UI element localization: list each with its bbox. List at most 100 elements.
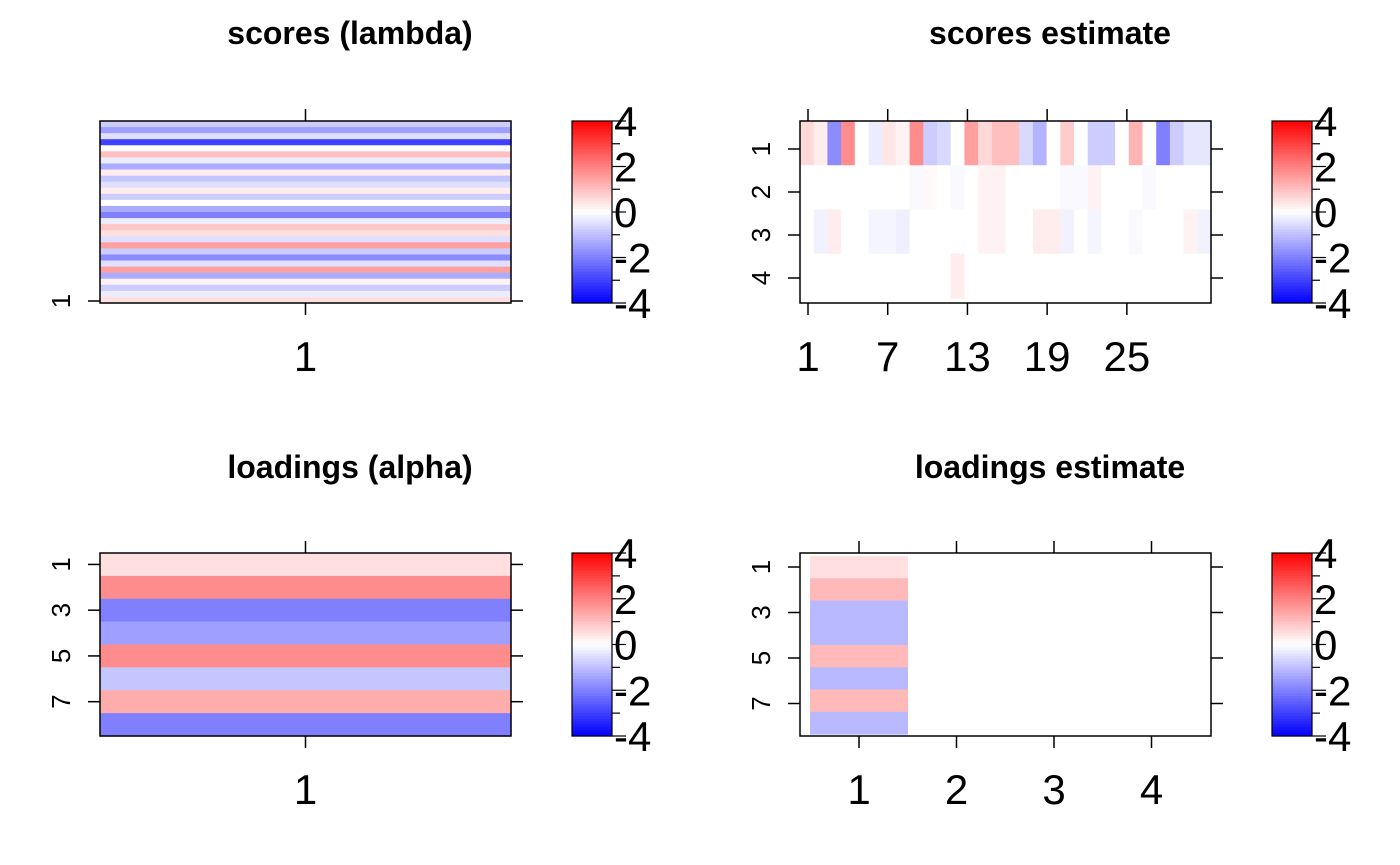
colorbar-tick-label: 0	[1314, 622, 1337, 669]
colorbar-band	[572, 123, 612, 128]
colorbar-band	[572, 607, 612, 611]
colorbar-band	[1272, 271, 1312, 276]
heatmap-cell	[1156, 121, 1171, 166]
colorbar-band	[1272, 561, 1312, 566]
colorbar-band	[572, 285, 612, 290]
colorbar-band	[1272, 206, 1312, 210]
heatmap-cell	[100, 242, 512, 249]
colorbar-band	[1272, 615, 1312, 620]
colorbar-band	[1272, 718, 1312, 723]
colorbar-band	[572, 567, 612, 571]
colorbar-band	[572, 234, 612, 239]
colorbar-band	[1272, 132, 1312, 136]
heatmap-cell	[909, 165, 924, 211]
colorbar-band	[572, 240, 612, 244]
heatmap-cell	[100, 151, 512, 158]
heatmap-cell	[800, 121, 815, 166]
heatmap-cell	[827, 209, 842, 255]
colorbar-band	[1272, 248, 1312, 253]
colorbar-band	[1272, 661, 1312, 666]
heatmap-cell	[100, 575, 512, 600]
heatmap-cell	[1128, 209, 1144, 255]
heatmap-cell	[909, 121, 924, 166]
colorbar-band	[1272, 163, 1312, 168]
colorbar-band	[1272, 155, 1312, 159]
colorbar-band	[572, 146, 612, 151]
colorbar-band	[1272, 214, 1312, 219]
colorbar-band	[1272, 146, 1312, 151]
colorbar-band	[572, 149, 612, 153]
colorbar-band	[1272, 581, 1312, 586]
heatmap-cell	[100, 187, 512, 195]
colorbar-tick-label: -2	[1314, 235, 1351, 282]
heatmap-cell	[1046, 121, 1061, 166]
heatmap-cell	[1087, 165, 1102, 211]
heatmap-cell	[100, 598, 512, 623]
colorbar-band	[572, 140, 612, 145]
colorbar-band	[572, 641, 612, 646]
heatmap-cell	[100, 218, 512, 225]
heatmap-cell	[1128, 253, 1144, 299]
colorbar-band	[572, 274, 612, 278]
colorbar-band	[1272, 667, 1312, 671]
colorbar-tick-label: 4	[614, 530, 637, 577]
y-tick-label: 2	[746, 185, 776, 199]
panel-loadings-alpha: loadings (alpha) 1 1 3 5 7 420-2-4	[46, 449, 651, 813]
colorbar-band	[572, 633, 612, 637]
colorbar-band	[1272, 573, 1312, 577]
colorbar-tick-label: 4	[1314, 530, 1337, 577]
heatmap-cell	[882, 165, 897, 211]
x-tick-label: 19	[1024, 333, 1071, 380]
x-tick-label: 4	[1140, 766, 1163, 813]
heatmap-cell	[100, 248, 512, 256]
colorbar-band	[1272, 268, 1312, 273]
heatmap-cell	[1142, 121, 1157, 166]
heatmap-cell	[868, 209, 883, 255]
heatmap-cell	[100, 169, 512, 177]
colorbar-band	[572, 189, 612, 193]
heatmap-cell	[1019, 209, 1034, 255]
heatmap-cell	[841, 253, 856, 299]
colorbar-band	[572, 561, 612, 566]
colorbar-band	[1272, 684, 1312, 688]
colorbar-band	[1272, 192, 1312, 196]
heatmap-cell	[1087, 121, 1102, 166]
heatmap-cell	[923, 121, 938, 166]
colorbar-band	[1272, 229, 1312, 233]
heatmap-cell	[100, 644, 512, 668]
colorbar-band	[1272, 231, 1312, 236]
colorbar-band	[572, 260, 612, 264]
colorbar-tick-label: 0	[614, 189, 637, 236]
colorbar-band	[572, 573, 612, 577]
colorbar-band	[1272, 693, 1312, 697]
colorbar-band	[572, 564, 612, 568]
colorbar-band	[1272, 707, 1312, 711]
heatmap-cell	[1060, 165, 1075, 211]
x-tick-label: 7	[876, 333, 899, 380]
colorbar-band	[572, 175, 612, 179]
colorbar-band	[1272, 587, 1312, 591]
colorbar-band	[572, 724, 612, 729]
heatmap-cell	[1074, 253, 1089, 299]
colorbar-band	[572, 271, 612, 276]
heatmap-cell	[1019, 165, 1034, 211]
heatmap-cell	[1156, 165, 1171, 211]
colorbar-band	[572, 581, 612, 586]
colorbar-band	[572, 635, 612, 640]
heatmap-cell	[1019, 253, 1034, 299]
heatmap-cell	[813, 209, 828, 255]
colorbar-band	[1272, 633, 1312, 637]
heatmap-cell	[810, 667, 908, 691]
heatmap-cell	[1183, 253, 1198, 299]
heatmap-cell	[100, 193, 512, 201]
colorbar-band	[1272, 724, 1312, 729]
colorbar-band	[1272, 152, 1312, 156]
heatmap-cell	[100, 212, 512, 219]
colorbar-band	[1272, 135, 1312, 139]
colorbar-band	[572, 627, 612, 631]
heatmap-cell	[854, 121, 870, 166]
heatmap-cell	[1115, 209, 1130, 255]
colorbar-band	[572, 578, 612, 583]
colorbar-band	[1272, 621, 1312, 626]
colorbar-band	[572, 721, 612, 726]
